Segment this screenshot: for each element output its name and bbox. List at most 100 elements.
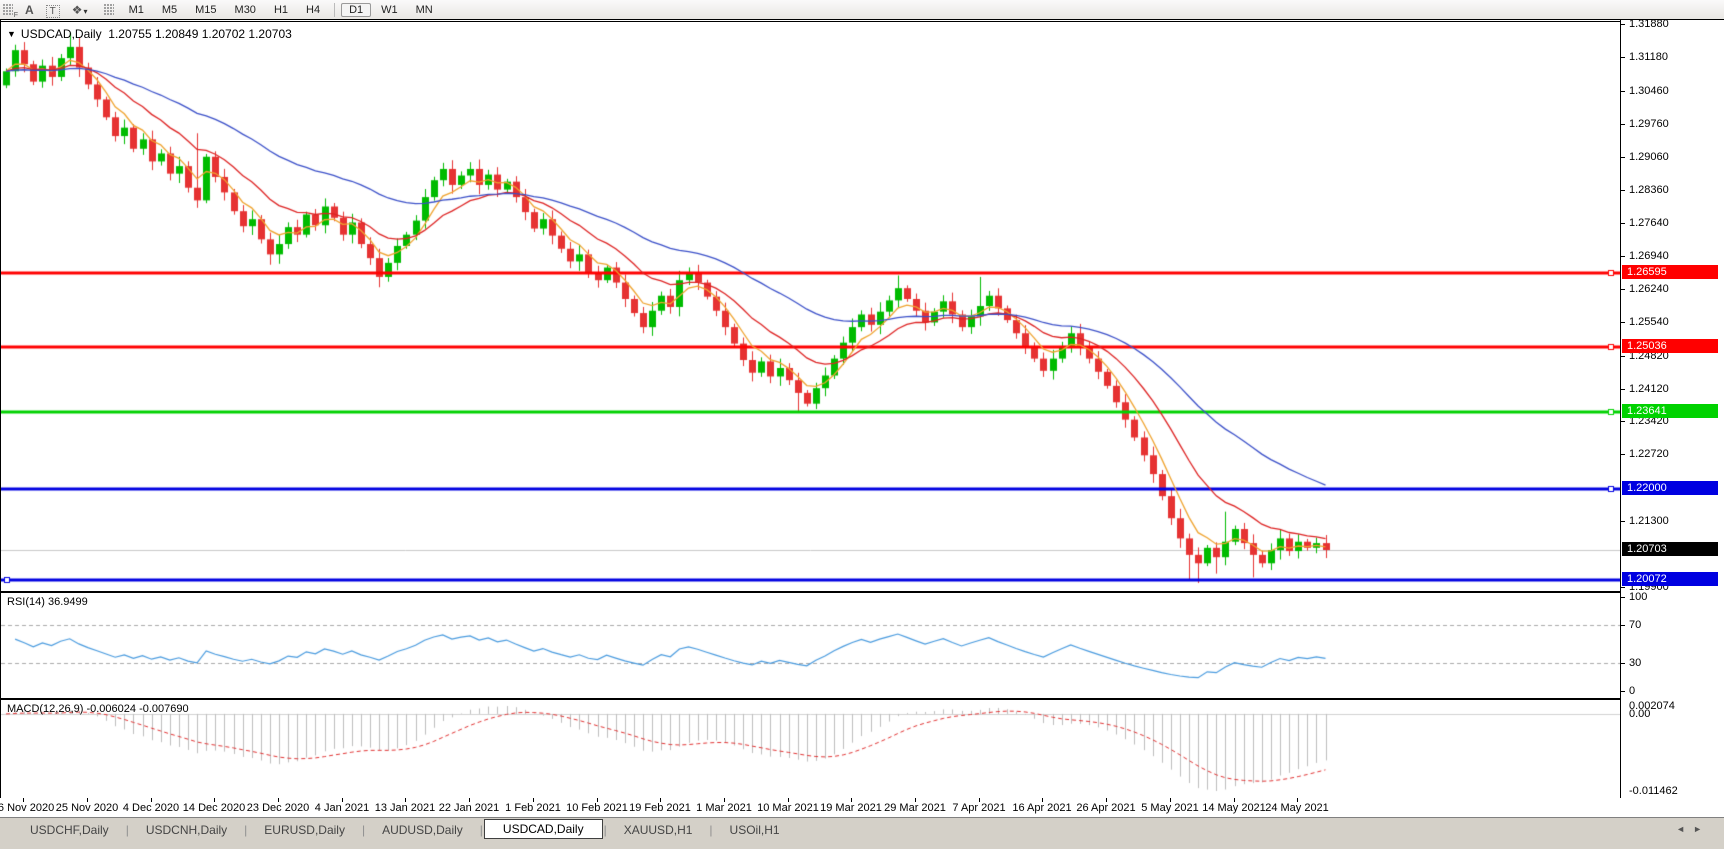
- price-tick: [1621, 57, 1625, 59]
- price-tick: [1621, 421, 1625, 423]
- symbol-tab-usoil[interactable]: USOil,H1: [729, 822, 780, 837]
- level-price-badge: 1.22000: [1622, 481, 1718, 496]
- price-tick-label: 1.29760: [1629, 117, 1669, 130]
- collapse-arrow-icon[interactable]: ▼: [7, 29, 16, 39]
- date-tick-label: 29 Mar 2021: [884, 802, 946, 814]
- text-label-icon: T: [45, 4, 60, 18]
- date-tick: [405, 798, 406, 802]
- timeframe-button-m15[interactable]: M15: [195, 3, 217, 16]
- price-axis[interactable]: 1.31880 1.31180 1.30460 1.29760 1.29060 1.283…: [1620, 18, 1724, 798]
- symbol-tabs: USDCHF,Daily | USDCNH,Daily | EURUSD,Daily | A…: [14, 819, 796, 840]
- rsi-canvas[interactable]: [1, 593, 1620, 698]
- date-tick: [1170, 798, 1171, 802]
- price-tick: [1621, 223, 1625, 225]
- date-tick-label: 19 Feb 2021: [629, 802, 691, 814]
- symbol-tab-usdcad[interactable]: USDCAD,Daily: [483, 819, 603, 839]
- timeframe-button-d1[interactable]: D1: [341, 2, 372, 17]
- price-tick-label: 1.28360: [1629, 183, 1669, 196]
- rsi-tick-label: 100: [1629, 591, 1648, 603]
- date-tick-label: 14 May 2021: [1202, 802, 1266, 814]
- price-tick-label: 1.22720: [1629, 448, 1669, 461]
- chart-ohlc-values: 1.20755 1.20849 1.20702 1.20703: [108, 27, 292, 41]
- level-price-badge: 1.25036: [1622, 338, 1718, 353]
- price-tick: [1621, 256, 1625, 258]
- macd-panel: MACD(12,26,9) -0.006024 -0.007690: [1, 700, 1620, 797]
- panel-separator[interactable]: [0, 591, 1724, 593]
- date-tick-label: 1 Feb 2021: [505, 802, 561, 814]
- symbol-tab-xauusd[interactable]: XAUUSD,H1: [623, 822, 693, 837]
- date-tick: [533, 798, 534, 802]
- dock-grip-icon[interactable]: [103, 3, 114, 16]
- date-tick-label: 26 Apr 2021: [1076, 802, 1136, 814]
- dock-grip-icon[interactable]: F: [3, 3, 18, 19]
- tab-separator: |: [125, 822, 129, 837]
- date-tick-label: 22 Jan 2021: [438, 802, 500, 814]
- price-tick-label: 1.24820: [1629, 349, 1669, 362]
- date-tick: [214, 798, 215, 802]
- text-label-tool-button[interactable]: T: [40, 2, 66, 18]
- date-tick-label: 14 Dec 2020: [182, 802, 246, 814]
- price-tick-label: 1.29060: [1629, 150, 1669, 163]
- tab-scroll-left-icon[interactable]: ◄: [1676, 824, 1694, 834]
- timeframe-button-mn[interactable]: MN: [415, 3, 433, 16]
- timeframe-button-m1[interactable]: M1: [128, 3, 144, 16]
- price-tick: [1621, 289, 1625, 291]
- timeframe-bar: M1 M5 M15 M30 H1 H4 D1 W1 MN: [120, 2, 442, 17]
- date-tick-label: 19 Mar 2021: [820, 802, 882, 814]
- price-tick-label: 1.31880: [1629, 18, 1669, 31]
- tab-separator: |: [709, 822, 713, 837]
- font-a-icon: A: [25, 2, 34, 17]
- date-tick: [724, 798, 725, 802]
- timeframe-button-h1[interactable]: H1: [273, 3, 288, 16]
- macd-canvas[interactable]: [1, 700, 1620, 797]
- timeframe-button-h4[interactable]: H4: [306, 3, 321, 16]
- timeframe-button-m5[interactable]: M5: [161, 3, 178, 16]
- price-tick-label: 1.23420: [1629, 415, 1669, 428]
- tab-scroll-right-icon[interactable]: ►: [1693, 824, 1710, 834]
- timeframe-button-w1[interactable]: W1: [381, 3, 398, 16]
- level-price-badge: 1.26595: [1622, 265, 1718, 280]
- macd-tick-label: 0.00: [1629, 707, 1651, 720]
- date-tick-label: 23 Dec 2020: [246, 802, 310, 814]
- date-tick: [1106, 798, 1107, 802]
- level-price-badge: 1.23641: [1622, 404, 1718, 419]
- panel-separator[interactable]: [0, 698, 1724, 700]
- rsi-label: RSI(14) 36.9499: [7, 596, 88, 608]
- tab-separator: |: [479, 822, 483, 837]
- date-tick-label: 16 Nov 2020: [0, 802, 55, 814]
- date-tick: [660, 798, 661, 802]
- date-tick-label: 16 Apr 2021: [1012, 802, 1072, 814]
- cursor-tool-button[interactable]: ❖▾: [66, 2, 94, 18]
- rsi-tick: [1621, 597, 1625, 598]
- date-tick-label: 10 Feb 2021: [566, 802, 628, 814]
- symbol-tab-audusd[interactable]: AUDUSD,Daily: [382, 822, 463, 837]
- date-tick-label: 4 Dec 2020: [122, 802, 180, 814]
- price-tick: [1621, 388, 1625, 390]
- date-tick: [788, 798, 789, 802]
- date-tick: [915, 798, 916, 802]
- tab-scroll-arrows: ◄►: [1676, 824, 1710, 834]
- timeframe-button-m30[interactable]: M30: [234, 3, 256, 16]
- symbol-tab-eurusd[interactable]: EURUSD,Daily: [264, 822, 345, 837]
- date-tick-label: 13 Jan 2021: [374, 802, 436, 814]
- date-tick-label: 7 Apr 2021: [952, 802, 1006, 814]
- macd-label: MACD(12,26,9) -0.006024 -0.007690: [7, 703, 189, 715]
- price-tick: [1621, 520, 1625, 522]
- toolbar-separator: [334, 2, 336, 17]
- macd-tick-label: 0.002074: [1629, 700, 1675, 712]
- date-tick: [979, 798, 980, 802]
- symbol-tab-usdchf[interactable]: USDCHF,Daily: [30, 822, 109, 837]
- tab-separator: |: [361, 822, 366, 837]
- chart-symbol: USDCAD,Daily: [20, 27, 102, 41]
- date-tick-label: 10 Mar 2021: [757, 802, 819, 814]
- font-tool-button[interactable]: A: [19, 2, 40, 18]
- symbol-tab-usdcnh[interactable]: USDCNH,Daily: [145, 822, 228, 837]
- date-tick: [1042, 798, 1043, 802]
- date-tick-label: 4 Jan 2021: [314, 802, 370, 814]
- main-chart-canvas[interactable]: [1, 22, 1620, 591]
- price-tick: [1621, 189, 1625, 191]
- chart-title: ▼ USDCAD,Daily 1.20755 1.20849 1.20702 1.…: [7, 27, 292, 41]
- price-tick: [1621, 123, 1625, 125]
